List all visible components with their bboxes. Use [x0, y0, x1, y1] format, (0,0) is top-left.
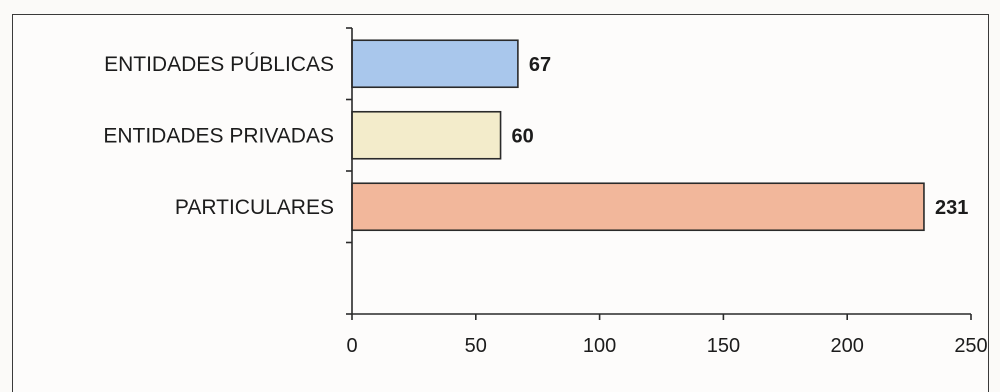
category-label-particulares: PARTICULARES: [175, 196, 334, 219]
x-tick-label-100: 100: [583, 335, 616, 357]
x-tick-label-50: 50: [465, 335, 487, 357]
x-tick-label-250: 250: [954, 335, 987, 357]
data-label-particulares: 231: [935, 197, 968, 219]
data-label-entidades-publicas: 67: [529, 54, 551, 76]
bar-particulares: [351, 182, 925, 232]
bar-entidades-publicas: [351, 39, 519, 89]
data-label-entidades-privadas: 60: [512, 125, 534, 147]
category-label-entidades-publicas: ENTIDADES PÚBLICAS: [104, 53, 334, 76]
category-label-entidades-privadas: ENTIDADES PRIVADAS: [103, 124, 334, 147]
x-tick-label-150: 150: [707, 335, 740, 357]
x-tick-label-0: 0: [346, 335, 357, 357]
x-tick-label-200: 200: [831, 335, 864, 357]
bar-entidades-privadas: [351, 110, 502, 160]
